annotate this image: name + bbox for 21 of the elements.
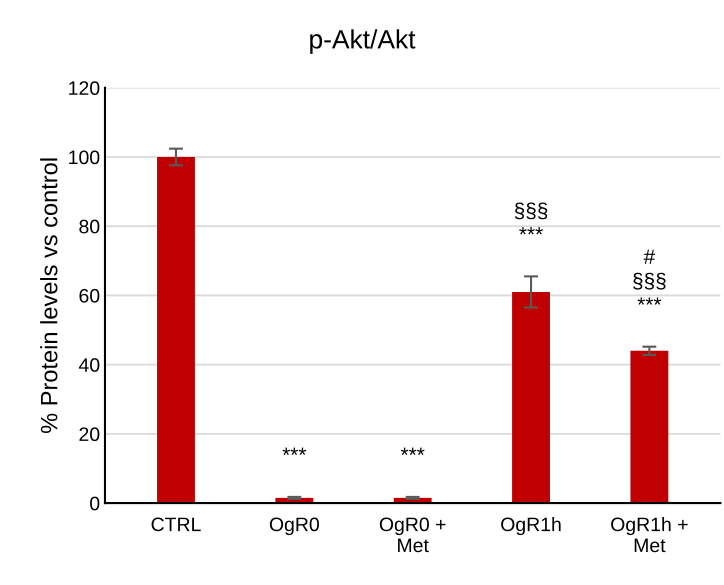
y-tick-label: 100: [69, 150, 100, 164]
data-label: ***: [400, 448, 425, 455]
data-label: ***: [282, 448, 306, 455]
y-tick-label: 120: [69, 81, 100, 95]
data-label: # §§§ ***: [633, 250, 666, 305]
y-tick-label: 40: [78, 358, 100, 372]
x-tick-label: CTRL: [152, 518, 201, 532]
y-tick-label: 20: [79, 427, 100, 442]
data-label: §§§ ***: [514, 202, 548, 234]
x-tick-label: OgR0 + Met: [380, 518, 446, 552]
bar: [157, 156, 195, 504]
y-tick-label: 60: [79, 288, 100, 303]
y-tick-label: 80: [79, 220, 100, 234]
chart-title: p-Akt/Akt: [310, 29, 416, 54]
y-tick-label: 0: [90, 496, 100, 510]
bar: [512, 292, 550, 504]
bar: [630, 350, 668, 504]
x-tick-label: OgR1h: [501, 516, 561, 536]
x-tick-label: OgR1h + Met: [611, 516, 688, 552]
x-tick-label: OgR0: [270, 518, 319, 536]
y-axis-title: % Protein levels vs control: [40, 158, 58, 434]
